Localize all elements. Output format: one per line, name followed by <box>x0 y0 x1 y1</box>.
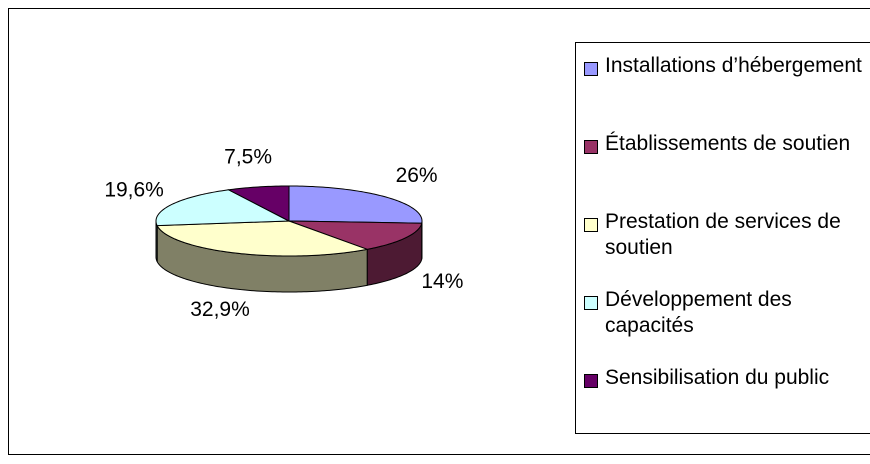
pie-slice <box>226 185 290 222</box>
legend-label: Développement des capacités <box>605 288 792 337</box>
legend-swatch <box>584 62 598 76</box>
legend-swatch <box>584 140 598 154</box>
pie-slice <box>155 189 291 227</box>
legend-item: Installations d’hébergement <box>584 53 870 131</box>
legend-label: Sensibilisation du public <box>605 366 830 389</box>
legend-item: Prestation de services de soutien <box>584 209 870 287</box>
legend: Installations d’hébergement Établissement… <box>575 42 870 434</box>
pie-slice <box>288 185 423 224</box>
legend-swatch <box>584 296 598 310</box>
pie-side <box>155 220 158 262</box>
legend-item: Sensibilisation du public <box>584 365 870 443</box>
legend-label: Installations d’hébergement <box>605 54 862 77</box>
data-label: 19,6% <box>104 178 164 201</box>
pie-slice <box>288 220 423 250</box>
legend-swatch <box>584 374 598 388</box>
chart-frame <box>8 8 870 455</box>
data-label: 32,9% <box>190 298 250 321</box>
data-label: 26% <box>396 164 438 187</box>
data-label: 7,5% <box>224 145 272 168</box>
data-label: 14% <box>421 270 463 293</box>
legend-item: Développement des capacités <box>584 287 870 365</box>
legend-label: Établissements de soutien <box>605 132 851 155</box>
legend-swatch <box>584 218 598 232</box>
legend-label: Prestation de services de soutien <box>605 210 841 259</box>
pie-slice <box>156 220 370 257</box>
legend-item: Établissements de soutien <box>584 131 870 209</box>
